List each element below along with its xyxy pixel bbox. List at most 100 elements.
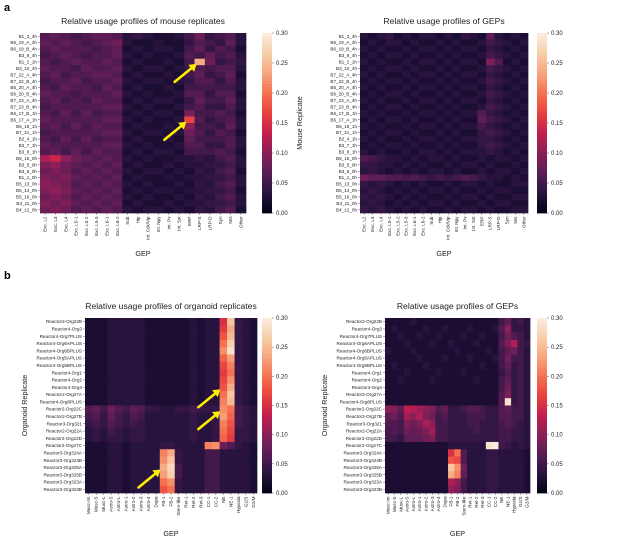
organoid-geps-colorbar-segment <box>537 481 547 485</box>
organoid-replicates-cell <box>107 398 116 406</box>
organoid-replicates-cell <box>137 471 146 479</box>
mouse-replicates-cell <box>163 187 175 195</box>
mouse-geps-cell <box>511 58 520 66</box>
mouse-replicates-cell <box>50 78 61 85</box>
mouse-replicates-cell <box>132 193 144 201</box>
mouse-replicates-cell <box>215 39 226 47</box>
organoid-geps-cell <box>504 405 512 414</box>
organoid-replicates-cell <box>219 471 228 479</box>
mouse-geps-cell <box>435 193 445 201</box>
organoid-replicates-cell <box>227 376 235 384</box>
organoid-replicates-cell <box>174 354 183 363</box>
mouse-geps-cell <box>460 110 470 117</box>
mouse-geps-cell <box>511 135 520 143</box>
organoid-replicates-cell <box>92 463 101 472</box>
mouse-geps-cell <box>444 52 453 60</box>
organoid-geps-cell <box>466 471 474 479</box>
mouse-replicates-cell <box>153 168 164 175</box>
mouse-replicates-cell <box>143 161 154 169</box>
organoid-geps-cell <box>523 318 531 326</box>
organoid-replicates-cell <box>129 412 138 421</box>
organoid-replicates-cell <box>129 354 138 363</box>
mouse-replicates-cell <box>235 110 247 117</box>
mouse-geps-cell <box>435 161 445 169</box>
organoid-geps-cell <box>460 369 468 377</box>
mouse-replicates-cell <box>225 116 237 124</box>
mouse-replicates-cell <box>112 84 123 92</box>
organoid-geps-cell <box>466 332 474 341</box>
organoid-replicates-cell <box>159 485 168 494</box>
organoid-replicates-cell <box>114 471 123 479</box>
mouse-geps-cell <box>410 206 420 214</box>
mouse-replicates-colorbar-segment <box>262 123 272 127</box>
organoid-replicates-cell <box>204 427 213 436</box>
mouse-geps-cell <box>385 97 394 105</box>
organoid-replicates-cell <box>114 456 123 465</box>
organoid-replicates-cell <box>144 434 153 443</box>
mouse-geps-row-label: B6_17_B_1h <box>330 111 357 116</box>
mouse-geps-cell <box>402 161 411 169</box>
organoid-geps-cell <box>448 398 455 406</box>
organoid-geps-cell <box>422 405 430 414</box>
organoid-replicates-cell <box>99 398 108 406</box>
organoid-geps-cell <box>479 463 487 472</box>
organoid-replicates-cell <box>197 398 205 406</box>
mouse-geps-cell <box>393 116 403 124</box>
organoid-geps-colorbar-segment <box>537 408 547 412</box>
mouse-replicates-cell <box>225 90 237 98</box>
organoid-geps-cell <box>511 471 518 479</box>
organoid-replicates-cell <box>129 398 138 406</box>
mouse-replicates-cell <box>50 103 61 111</box>
organoid-replicates-cell <box>249 471 258 479</box>
organoid-geps-row-label: Reactor4-Org7PLUS <box>340 334 382 339</box>
mouse-geps-cell <box>486 78 495 85</box>
mouse-geps-colorbar-segment <box>537 45 547 49</box>
mouse-replicates-cell <box>122 161 134 169</box>
mouse-replicates-cell <box>60 161 72 169</box>
mouse-geps-cell <box>444 90 453 98</box>
mouse-replicates-cell <box>173 116 185 124</box>
organoid-geps-colorbar-segment <box>537 335 547 339</box>
mouse-replicates-colorbar-segment <box>262 63 272 67</box>
mouse-geps-cell <box>360 97 369 105</box>
organoid-geps-colorbar-label: 0.25 <box>551 345 563 351</box>
organoid-replicates-cell <box>204 369 213 377</box>
organoid-replicates-cell <box>204 434 213 443</box>
organoid-replicates-cell <box>219 325 228 333</box>
organoid-geps-cell <box>385 339 392 348</box>
organoid-geps-cell <box>448 441 455 450</box>
organoid-geps-cell <box>403 383 411 392</box>
organoid-geps-cell <box>416 478 424 487</box>
mouse-replicates-cell <box>143 142 154 150</box>
mouse-geps-cell <box>385 129 394 137</box>
organoid-geps-cell <box>435 398 443 406</box>
organoid-geps-cell <box>403 332 411 341</box>
organoid-replicates-colorbar-segment <box>262 382 272 386</box>
organoid-geps-colorbar-segment <box>537 475 547 479</box>
mouse-replicates-cell <box>163 161 175 169</box>
mouse-geps-colorbar-segment <box>537 138 547 142</box>
organoid-replicates-cell <box>182 434 191 443</box>
mouse-geps-cell <box>486 155 495 162</box>
mouse-replicates-cell <box>50 129 61 137</box>
organoid-geps-cell <box>523 325 531 333</box>
mouse-replicates-cell <box>173 90 185 98</box>
organoid-replicates-colorbar-segment <box>262 434 272 438</box>
mouse-geps-cell <box>360 116 369 124</box>
organoid-replicates-cell <box>189 390 198 399</box>
mouse-geps-cell <box>444 193 453 201</box>
mouse-geps-cell <box>393 135 403 143</box>
mouse-replicates-cell <box>112 103 123 111</box>
organoid-geps-cell <box>441 449 449 457</box>
organoid-replicates-cell <box>129 427 138 436</box>
organoid-geps-cell <box>435 420 443 428</box>
organoid-replicates-cell <box>92 449 101 457</box>
mouse-geps-colorbar-label: 0.25 <box>551 61 563 67</box>
mouse-replicates-cell <box>40 187 51 195</box>
mouse-geps-cell <box>452 116 462 124</box>
organoid-geps-cell <box>385 390 392 399</box>
organoid-geps-cell <box>504 390 512 399</box>
mouse-replicates-cell <box>194 142 206 150</box>
organoid-geps-cell <box>492 412 499 421</box>
organoid-geps-colorbar-segment <box>537 466 547 471</box>
